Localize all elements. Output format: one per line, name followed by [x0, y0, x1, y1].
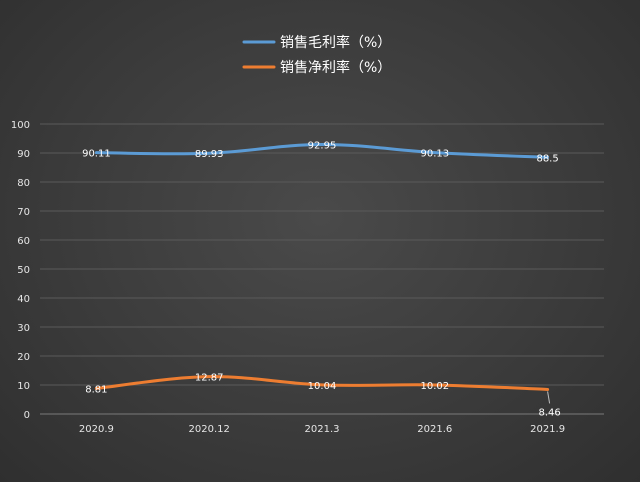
data-label: 10.04: [308, 381, 337, 392]
legend: 销售毛利率（%） 销售净利率（%）: [242, 34, 391, 76]
y-tick-label: 50: [17, 265, 30, 276]
data-label: 90.11: [82, 149, 111, 160]
data-label: 8.81: [85, 384, 107, 395]
data-label: 90.13: [420, 149, 449, 160]
y-tick-label: 90: [17, 149, 30, 160]
gridlines: [40, 123, 604, 386]
legend-label: 销售毛利率（%）: [280, 34, 391, 51]
axes: 0 10 20 30 40 50 60 70 80 90 100 2020.9 2020.12 2021.…: [11, 120, 604, 435]
y-tick-label: 20: [17, 352, 30, 363]
data-label: 12.87: [195, 373, 224, 384]
y-tick-label: 40: [17, 294, 30, 305]
data-label: 8.46: [538, 407, 560, 418]
data-label: 88.5: [536, 153, 558, 164]
data-label: 92.95: [308, 140, 337, 151]
y-tick-label: 100: [11, 120, 30, 131]
y-tick-label: 10: [17, 381, 30, 392]
leader-line: [547, 391, 551, 404]
series-line-1: [94, 375, 550, 391]
data-label: 10.02: [420, 381, 449, 392]
y-tick-label: 70: [17, 207, 30, 218]
x-tick-label: 2020.9: [79, 424, 114, 435]
x-tick-label: 2021.6: [417, 424, 452, 435]
legend-label: 销售净利率（%）: [280, 59, 391, 76]
data-label: 89.93: [195, 149, 224, 160]
data-labels: 90.11 89.93 92.95 90.13 88.5 8.81 12.87 10.04 10…: [82, 140, 561, 418]
series-lines: [94, 142, 550, 391]
y-tick-label: 0: [24, 410, 30, 421]
y-tick-label: 80: [17, 178, 30, 189]
series-line-0: [94, 142, 550, 159]
x-tick-label: 2021.3: [305, 424, 340, 435]
x-tick-label: 2021.9: [530, 424, 565, 435]
x-tick-label: 2020.12: [189, 424, 230, 435]
y-tick-label: 30: [17, 323, 30, 334]
y-tick-label: 60: [17, 236, 30, 247]
